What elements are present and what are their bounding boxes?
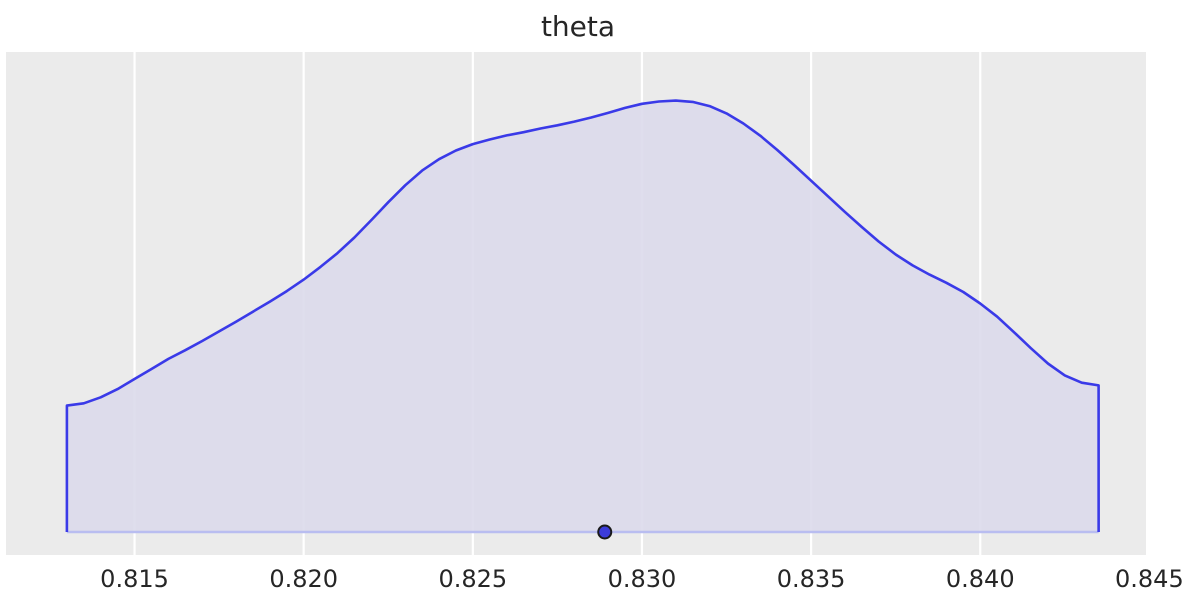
x-tick-label-0.830: 0.830 [608,565,677,593]
density-line [65,99,1100,533]
x-tick-label-0.820: 0.820 [269,565,338,593]
point-estimate-marker [597,524,613,540]
x-tick-label-0.815: 0.815 [100,565,169,593]
x-tick-label-0.840: 0.840 [946,565,1015,593]
x-tick-label-0.845: 0.845 [1115,565,1184,593]
chart-title: theta [541,10,615,43]
x-tick-label-0.835: 0.835 [777,565,846,593]
x-tick-label-0.825: 0.825 [438,565,507,593]
